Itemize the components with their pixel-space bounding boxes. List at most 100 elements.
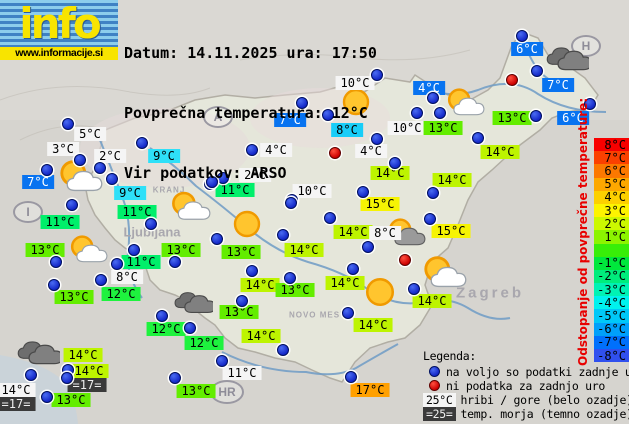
temp-label: 11°C <box>40 215 80 229</box>
dark-cloud-icon <box>16 334 60 366</box>
header-info: Datum: 14.11.2025 ura: 17:50 Povprečna t… <box>124 3 377 223</box>
station-dot <box>516 30 528 42</box>
temp-label: 5°C <box>74 127 106 141</box>
temp-label: 12°C <box>184 336 224 350</box>
temp-label: 12°C <box>101 287 141 301</box>
station-dot <box>584 98 596 110</box>
station-dot <box>246 144 258 156</box>
station-dot <box>169 256 181 268</box>
scale-row <box>594 243 629 257</box>
legend-item-text: ni podatka za zadnjo uro <box>446 378 605 393</box>
station-dot <box>62 118 74 130</box>
station-dot <box>371 133 383 145</box>
temp-label: 7°C <box>542 78 574 92</box>
temp-label: 11°C <box>121 255 161 269</box>
temp-label: 14°C <box>333 225 373 239</box>
station-dot <box>216 355 228 367</box>
legend-item: ni podatka za zadnjo uro <box>423 378 629 393</box>
station-dot <box>25 369 37 381</box>
station-dot <box>324 212 336 224</box>
station-dot <box>128 244 140 256</box>
temp-label: 10°C <box>292 184 332 198</box>
station-dot <box>472 132 484 144</box>
station-dot <box>61 372 73 384</box>
temp-label: 6°C <box>511 42 543 56</box>
temp-label: 14°C <box>69 364 109 378</box>
logo-brand: info <box>19 0 101 48</box>
temp-label: 10°C <box>335 76 375 90</box>
country-sign-i: I <box>13 201 43 223</box>
station-dot <box>277 344 289 356</box>
scale-row: 5°C <box>594 177 629 191</box>
station-dot <box>41 164 53 176</box>
legend-item: na voljo so podatki zadnje ure <box>423 365 629 379</box>
temp-label: 14°C <box>432 173 472 187</box>
temp-label: 6°C <box>557 111 589 125</box>
sun-icon <box>363 275 397 309</box>
logo[interactable]: info www.informacije.si <box>0 0 118 60</box>
station-dot <box>371 69 383 81</box>
station-dot <box>50 256 62 268</box>
sun-cloud-icon <box>445 87 485 119</box>
scale-row: -1°C <box>594 256 629 270</box>
station-dot <box>296 97 308 109</box>
station-dot <box>95 274 107 286</box>
temp-label: 13°C <box>51 393 91 407</box>
scale-title: Odstopanje od povprečne temperature: <box>576 97 590 366</box>
temp-label: 8°C <box>111 270 143 284</box>
temp-label: 3°C <box>47 142 79 156</box>
station-dot <box>206 176 218 188</box>
temp-label: 8°C <box>331 123 363 137</box>
temp-label: 13°C <box>423 121 463 135</box>
temp-label: 2°C <box>239 168 271 182</box>
temp-label: 17°C <box>350 383 390 397</box>
sun-cloud-icon <box>169 190 211 224</box>
temp-label: 14°C <box>63 348 103 362</box>
temp-label: 14°C <box>240 278 280 292</box>
scale-row: -4°C <box>594 296 629 310</box>
station-dot <box>322 109 334 121</box>
scale-row: 8°C <box>594 138 629 152</box>
station-dot <box>66 199 78 211</box>
scale-row: 2°C <box>594 217 629 231</box>
station-dot <box>41 391 53 403</box>
station-dot <box>362 241 374 253</box>
temp-label: 13°C <box>161 243 201 257</box>
city-label: Zagreb <box>455 284 525 302</box>
station-dot <box>169 372 181 384</box>
temp-label: 13°C <box>25 243 65 257</box>
station-dot <box>424 213 436 225</box>
sun-icon <box>231 208 263 240</box>
temp-label: 2°C <box>94 149 126 163</box>
temp-label: 7°C <box>274 113 306 127</box>
temp-label: 15°C <box>431 224 471 238</box>
legend-item: =25= temp. morja (temno ozadje) <box>423 406 629 421</box>
station-dot <box>531 65 543 77</box>
station-dot <box>136 137 148 149</box>
temp-label: 4°C <box>260 143 292 157</box>
temp-label: 11°C <box>117 205 157 219</box>
station-dot <box>530 110 542 122</box>
station-dot <box>184 322 196 334</box>
temp-label: 13°C <box>492 111 532 125</box>
station-dot <box>345 371 357 383</box>
station-dot <box>389 157 401 169</box>
station-dot <box>236 295 248 307</box>
temp-label: 15°C <box>360 197 400 211</box>
temp-label: 7°C <box>22 175 54 189</box>
temp-label: 14°C <box>241 329 281 343</box>
country-sign-hr: HR <box>210 380 244 404</box>
temp-label: 14°C <box>412 294 452 308</box>
temp-label: 12°C <box>146 322 186 336</box>
logo-url-link[interactable]: www.informacije.si <box>0 47 118 60</box>
station-dot <box>111 258 123 270</box>
legend-white-box-icon: 25°C <box>423 392 456 407</box>
station-dot <box>427 187 439 199</box>
temp-label: 13°C <box>176 384 216 398</box>
temp-label: 14°C <box>370 166 410 180</box>
sun-cloud-icon <box>68 234 108 266</box>
legend: Legenda: na voljo so podatki zadnje ure n… <box>423 349 629 421</box>
station-dot <box>106 173 118 185</box>
scale-row: -3°C <box>594 283 629 297</box>
temp-label: 14°C <box>353 318 393 332</box>
